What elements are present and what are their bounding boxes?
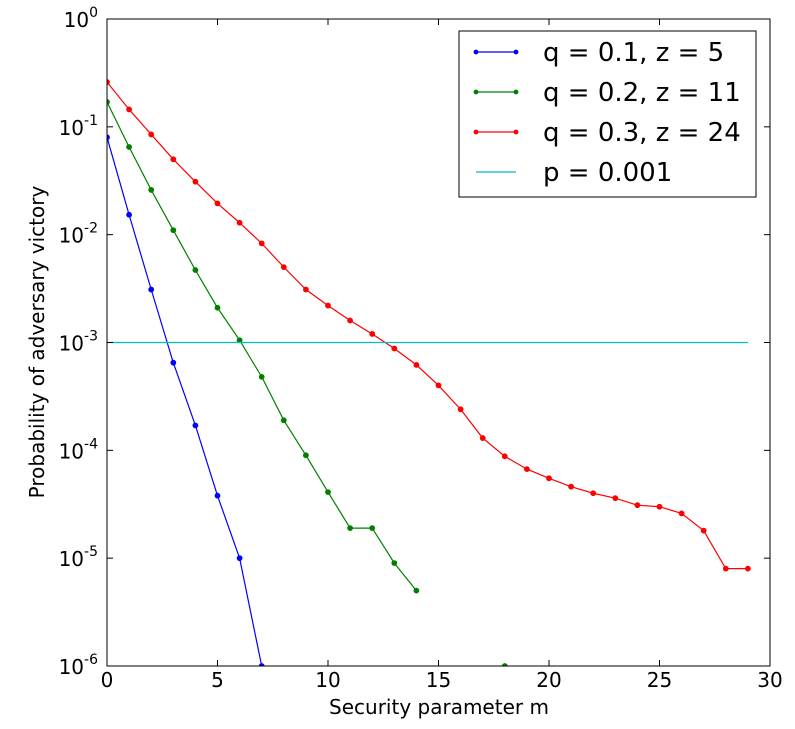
y-tick-base: 10 (59, 439, 84, 463)
data-point-q-0-1-z-5 (170, 359, 177, 366)
y-tick-label: 100 (64, 5, 98, 32)
data-point-q-0-3-z-24 (678, 510, 685, 517)
data-point-q-0-3-z-24 (634, 502, 641, 509)
data-point-q-0-3-z-24 (214, 200, 221, 207)
data-point-q-0-1-z-5 (236, 555, 243, 562)
legend-label-p-0-001: p = 0.001 (543, 158, 672, 188)
y-tick-exponent: 0 (89, 5, 98, 21)
data-point-q-0-1-z-5 (192, 422, 199, 429)
data-point-q-0-2-z-11 (214, 304, 221, 311)
data-point-q-0-3-z-24 (568, 483, 574, 490)
data-point-q-0-1-z-5 (107, 134, 110, 141)
y-tick-base: 10 (59, 116, 84, 140)
data-point-q-0-3-z-24 (612, 495, 619, 502)
x-tick-label: 5 (211, 668, 224, 692)
y-tick-base: 10 (59, 224, 84, 248)
data-point-q-0-1-z-5 (126, 211, 133, 218)
data-point-q-0-3-z-24 (722, 565, 729, 572)
legend-marker-q-0-1-z-5 (473, 49, 479, 55)
legend-label-q-0-3-z-24: q = 0.3, z = 24 (543, 118, 741, 148)
data-point-q-0-3-z-24 (745, 565, 751, 572)
data-point-q-0-2-z-11 (258, 373, 265, 380)
data-point-q-0-2-z-11 (325, 489, 331, 495)
series-line-q-0-3-z-24 (107, 81, 748, 570)
data-point-q-0-3-z-24 (546, 475, 552, 482)
data-point-q-0-2-z-11 (369, 525, 376, 532)
y-tick-label: 10-6 (59, 652, 99, 679)
y-tick-base: 10 (59, 547, 84, 571)
data-point-q-0-3-z-24 (192, 178, 199, 185)
y-axis-label: Probability of adversary victory (25, 186, 49, 499)
y-tick-exponent: -3 (84, 329, 98, 345)
data-point-q-0-2-z-11 (107, 99, 110, 105)
series-line-q-0-1-z-5 (107, 137, 263, 666)
y-tick-exponent: -4 (84, 436, 98, 452)
data-point-q-0-3-z-24 (435, 382, 442, 389)
data-point-q-0-3-z-24 (590, 490, 597, 497)
legend-label-q-0-2-z-11: q = 0.2, z = 11 (543, 78, 741, 108)
legend-marker-q-0-3-z-24 (473, 129, 479, 135)
data-point-q-0-3-z-24 (236, 219, 243, 226)
y-tick-exponent: -1 (84, 113, 98, 129)
data-point-q-0-3-z-24 (280, 264, 287, 271)
x-tick-label: 15 (426, 668, 451, 692)
data-point-q-0-3-z-24 (170, 156, 177, 163)
data-point-q-0-3-z-24 (413, 361, 420, 368)
data-point-q-0-3-z-24 (700, 527, 707, 534)
data-point-q-0-2-z-11 (126, 144, 133, 150)
data-point-q-0-3-z-24 (479, 435, 486, 441)
y-tick-label: 10-3 (59, 329, 98, 356)
legend-marker-q-0-2-z-11 (513, 89, 519, 95)
data-point-q-0-1-z-5 (214, 492, 221, 499)
legend-label-q-0-1-z-5: q = 0.1, z = 5 (543, 38, 724, 68)
data-point-q-0-3-z-24 (303, 286, 309, 293)
data-point-q-0-3-z-24 (148, 131, 155, 138)
data-point-q-0-2-z-11 (170, 227, 177, 234)
data-point-q-0-3-z-24 (325, 302, 331, 309)
x-tick-label: 20 (536, 668, 561, 692)
y-tick-base: 10 (59, 655, 84, 679)
data-point-q-0-3-z-24 (107, 79, 110, 85)
data-point-q-0-3-z-24 (369, 331, 376, 337)
y-tick-label: 10-1 (59, 113, 98, 140)
data-point-q-0-2-z-11 (413, 587, 420, 594)
data-point-q-0-3-z-24 (126, 106, 133, 113)
legend-marker-q-0-1-z-5 (513, 49, 519, 55)
data-point-q-0-3-z-24 (258, 240, 265, 247)
data-point-q-0-3-z-24 (524, 466, 530, 472)
x-axis-label: Security parameter m (329, 695, 549, 719)
data-point-q-0-2-z-11 (236, 337, 243, 344)
data-point-q-0-2-z-11 (192, 267, 199, 273)
data-point-q-0-1-z-5 (148, 286, 155, 293)
legend-marker-q-0-2-z-11 (473, 89, 479, 95)
data-point-q-0-2-z-11 (148, 187, 155, 193)
legend-box (458, 30, 757, 198)
data-point-q-0-3-z-24 (656, 503, 663, 510)
legend: q = 0.1, z = 5 q = 0.2, z = 11 q = 0.3, z … (458, 30, 757, 198)
y-tick-label: 10-5 (59, 544, 98, 571)
legend-marker-q-0-3-z-24 (513, 129, 519, 135)
x-tick-label: 25 (647, 668, 672, 692)
y-tick-exponent: -2 (84, 221, 98, 237)
x-tick-label: 10 (315, 668, 340, 692)
data-point-q-0-3-z-24 (457, 406, 464, 413)
y-tick-exponent: -6 (84, 652, 98, 668)
data-point-q-0-2-z-11 (347, 525, 354, 532)
x-tick-label: 30 (757, 668, 782, 692)
data-point-q-0-3-z-24 (347, 317, 354, 324)
y-tick-label: 10-4 (59, 436, 99, 463)
y-tick-label: 10-2 (59, 221, 98, 248)
y-tick-base: 10 (64, 8, 89, 32)
y-tick-exponent: -5 (84, 544, 98, 560)
data-point-q-0-2-z-11 (303, 452, 309, 459)
data-point-q-0-2-z-11 (280, 417, 287, 424)
x-tick-label: 0 (101, 668, 114, 692)
y-tick-base: 10 (59, 332, 84, 356)
series-layer (107, 79, 751, 666)
data-point-q-0-2-z-11 (391, 560, 398, 567)
data-point-q-0-3-z-24 (391, 345, 398, 352)
data-point-q-0-3-z-24 (501, 453, 508, 460)
